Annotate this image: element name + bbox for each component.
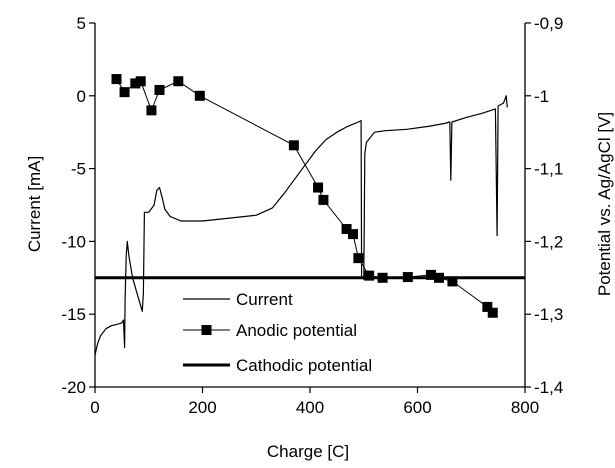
series-layer — [94, 74, 525, 356]
y-left-tick-label: -15 — [61, 305, 86, 324]
series-marker-anodic-potential — [313, 182, 324, 193]
series-marker-anodic-potential — [353, 253, 364, 264]
legend-marker — [201, 325, 212, 335]
legend-label: Anodic potential — [236, 321, 357, 340]
series-marker-anodic-potential — [194, 90, 205, 101]
series-marker-anodic-potential — [348, 229, 358, 240]
y-left-tick-label: 5 — [77, 14, 86, 33]
series-marker-anodic-potential — [154, 84, 165, 95]
legend-label: Cathodic potential — [236, 356, 372, 375]
series-marker-anodic-potential — [487, 307, 498, 318]
y-right-tick-label: -1,4 — [534, 378, 563, 397]
x-tick-label: 400 — [296, 398, 324, 417]
legend: Current Anodic potential Cathodic potentia… — [183, 290, 372, 375]
x-tick-label: 200 — [188, 398, 216, 417]
y-right-tick-label: -1,3 — [534, 305, 563, 324]
y-axis-right: -1,4 -1,3 -1,2 -1,1 -1 -0,9 — [525, 14, 563, 397]
y-axis-right-title: Potential vs. Ag/AgCl [V] — [595, 112, 614, 296]
series-marker-anodic-potential — [447, 276, 458, 287]
series-marker-anodic-potential — [119, 87, 130, 98]
series-marker-anodic-potential — [288, 140, 299, 151]
y-left-tick-label: -10 — [61, 232, 86, 251]
series-marker-anodic-potential — [146, 105, 157, 116]
y-right-tick-label: -1,1 — [534, 160, 563, 179]
y-right-tick-label: -1,2 — [534, 232, 563, 251]
y-left-tick-label: -5 — [71, 160, 86, 179]
x-axis: 0 200 400 600 800 — [90, 387, 539, 417]
series-marker-anodic-potential — [425, 269, 436, 280]
y-left-tick-label: -20 — [61, 378, 86, 397]
series-marker-anodic-potential — [173, 76, 184, 87]
series-marker-anodic-potential — [482, 301, 493, 312]
series-marker-anodic-potential — [130, 78, 141, 89]
y-left-tick-label: 0 — [77, 87, 86, 106]
y-axis-left-title: Current [mA] — [25, 156, 44, 252]
y-right-tick-label: -0,9 — [534, 14, 563, 33]
series-marker-anodic-potential — [364, 270, 375, 281]
series-marker-anodic-potential — [111, 74, 122, 85]
series-marker-anodic-potential — [318, 194, 329, 205]
x-tick-label: 0 — [90, 398, 99, 417]
y-axis-left: -20 -15 -10 -5 0 5 — [61, 14, 95, 397]
series-line-current — [94, 95, 508, 356]
y-right-tick-label: -1 — [534, 87, 549, 106]
x-tick-label: 600 — [403, 398, 431, 417]
x-tick-label: 800 — [511, 398, 539, 417]
series-marker-anodic-potential — [341, 224, 352, 235]
legend-label: Current — [236, 290, 293, 309]
series-marker-anodic-potential — [135, 76, 146, 87]
x-axis-title: Charge [C] — [267, 442, 349, 461]
